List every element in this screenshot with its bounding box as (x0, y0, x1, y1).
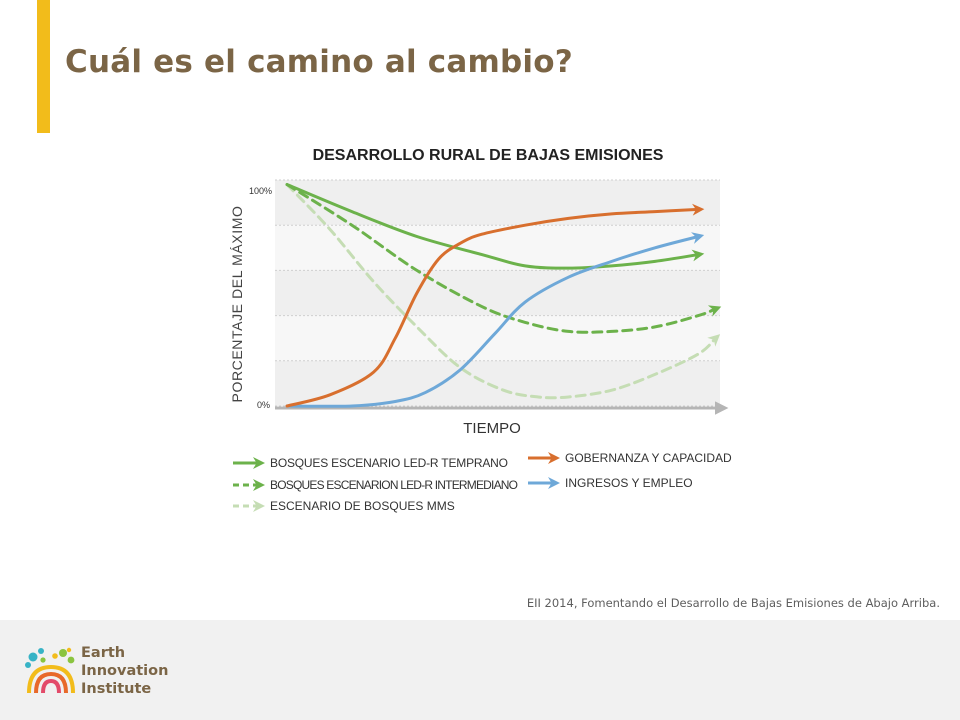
series-line-1 (285, 183, 705, 270)
legend-label-1: BOSQUES ESCENARIO LED-R TEMPRANO (270, 456, 508, 470)
series-line-3 (285, 183, 721, 400)
legend-label-2: BOSQUES ESCENARION LED-R INTERMEDIANO (270, 478, 518, 492)
chart-title: DESARROLLO RURAL DE BAJAS EMISIONES (313, 147, 664, 164)
series-line-4 (285, 203, 705, 408)
y-tick-0: 0% (257, 400, 270, 410)
grid-band (275, 360, 720, 406)
series-line-5 (285, 232, 705, 408)
grid-band (275, 270, 720, 316)
slide-title: Cuál es el camino al cambio? (65, 44, 573, 80)
logo-line-institute: Institute (81, 681, 152, 697)
series-layer (285, 183, 722, 408)
chart: DESARROLLO RURAL DE BAJAS EMISIONES 100%… (229, 147, 732, 513)
title-accent-bar (37, 0, 50, 133)
logo-text: Earth Innovation Institute (81, 644, 168, 698)
y-axis-label: PORCENTAJE DEL MÁXIMO (229, 206, 245, 403)
source-caption: EII 2014, Fomentando el Desarrollo de Ba… (526, 596, 940, 610)
earth-innovation-logo-icon (25, 647, 75, 694)
logo-line-earth: Earth (81, 645, 126, 661)
x-axis-label: TIEMPO (463, 420, 521, 437)
series-line-2 (285, 183, 722, 334)
legend: BOSQUES ESCENARIO LED-R TEMPRANO BOSQUES … (233, 451, 732, 513)
legend-label-4: GOBERNANZA Y CAPACIDAD (565, 451, 732, 465)
logo-line-innovation: Innovation (81, 663, 169, 679)
grid-band (275, 315, 720, 361)
grid-band (275, 180, 720, 226)
chart-grid (275, 179, 720, 407)
legend-label-3: ESCENARIO DE BOSQUES MMS (270, 499, 455, 513)
y-tick-100: 100% (249, 186, 272, 196)
legend-label-5: INGRESOS Y EMPLEO (565, 476, 693, 490)
footer: Earth Innovation Institute (0, 620, 960, 720)
